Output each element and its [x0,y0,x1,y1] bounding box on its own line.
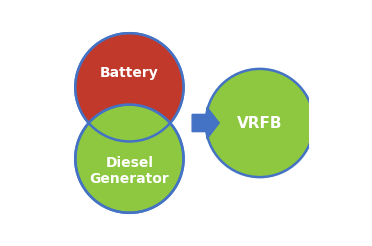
Text: Diesel
Generator: Diesel Generator [90,156,169,186]
Circle shape [75,33,183,141]
Circle shape [75,105,183,213]
Polygon shape [75,33,183,123]
Text: Battery: Battery [100,66,159,79]
Circle shape [206,69,314,177]
Text: VRFB: VRFB [237,116,283,130]
FancyArrow shape [192,107,219,139]
